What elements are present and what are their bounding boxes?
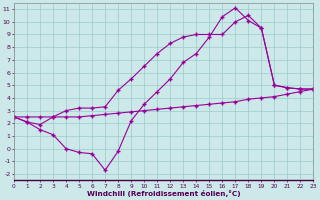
X-axis label: Windchill (Refroidissement éolien,°C): Windchill (Refroidissement éolien,°C) xyxy=(87,190,241,197)
